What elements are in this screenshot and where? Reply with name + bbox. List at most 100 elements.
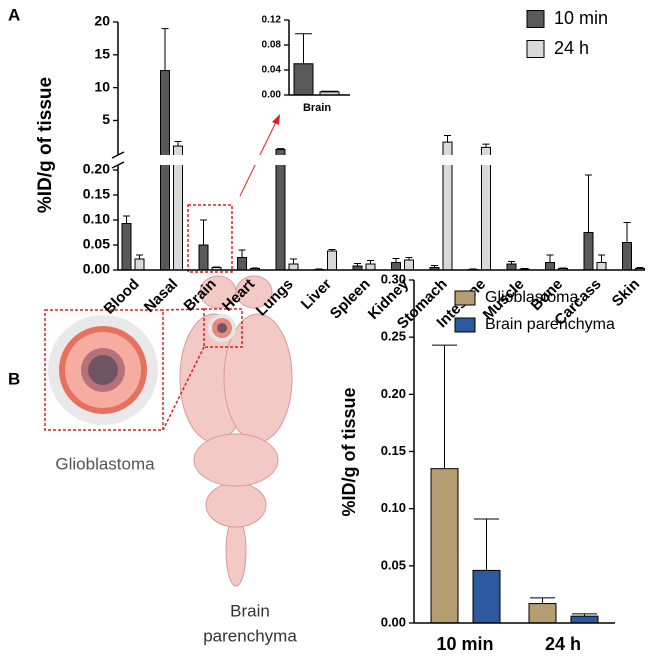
callout-box	[187, 204, 233, 273]
legend-swatch	[526, 40, 545, 58]
error-bar	[474, 518, 499, 571]
error-bar	[238, 249, 246, 258]
y-tick-label: 0.12	[262, 15, 282, 26]
bar	[121, 223, 132, 271]
y-tick-label: 0.10	[83, 211, 110, 227]
bar	[528, 603, 557, 624]
error-bar	[328, 249, 336, 251]
error-bar	[530, 597, 555, 604]
y-axis-label: %ID/g of tissue	[339, 387, 359, 516]
error-bar	[636, 267, 644, 269]
error-bar	[354, 263, 361, 266]
error-bar	[598, 254, 605, 263]
bar	[327, 250, 337, 271]
error-bar	[321, 90, 338, 92]
small-tumor	[208, 314, 236, 342]
error-bar	[174, 140, 182, 147]
axis-break	[108, 155, 645, 165]
y-tick-label: 0.00	[381, 614, 406, 629]
error-bar	[623, 222, 631, 243]
error-bar	[277, 148, 284, 150]
bar	[160, 70, 170, 271]
legend-label: Brain parenchyma	[485, 316, 615, 333]
error-bar	[482, 143, 490, 148]
illustration-label: Glioblastoma	[55, 454, 155, 473]
y-tick-label: 0.15	[83, 186, 110, 202]
error-bar	[290, 258, 297, 264]
bar	[506, 263, 517, 271]
bar	[545, 262, 555, 271]
callout-arrowhead	[272, 114, 280, 125]
y-tick-label: 10	[94, 78, 110, 94]
zoom-box-small	[203, 308, 243, 348]
bar	[391, 262, 401, 271]
zoom-line	[162, 308, 205, 311]
error-bar	[508, 261, 515, 264]
x-tick-label: Brain	[303, 102, 331, 114]
x-tick-label: 10 min	[436, 634, 493, 654]
illustration: Glioblastoma Brain parenchyma	[44, 275, 297, 645]
error-bar	[585, 174, 592, 233]
error-bar	[572, 613, 597, 617]
error-bar	[213, 266, 220, 268]
legend-label: 24 h	[554, 38, 589, 58]
y-tick-label: 0.30	[381, 271, 406, 286]
bar	[288, 263, 299, 271]
error-bar	[392, 258, 400, 263]
legend-label: Glioblastoma	[485, 289, 578, 306]
error-bar	[546, 254, 554, 263]
bar	[472, 569, 501, 624]
bar	[570, 615, 599, 624]
illustration-label: parenchyma	[203, 626, 297, 645]
bar	[365, 263, 376, 271]
legend-swatch	[454, 317, 476, 333]
error-bar	[200, 219, 207, 245]
y-tick-label: 0.10	[381, 500, 406, 515]
illustration-label: Brain	[230, 601, 270, 620]
bar	[596, 262, 607, 271]
y-tick-label: 0.25	[381, 329, 406, 344]
legend-label: 10 min	[554, 8, 608, 28]
error-bar	[161, 28, 169, 71]
y-tick-label: 0.20	[381, 386, 406, 401]
error-bar	[432, 344, 457, 469]
bar	[404, 259, 414, 271]
error-bar	[444, 135, 451, 143]
bar	[430, 468, 459, 624]
bar	[481, 146, 491, 271]
y-axis-label: %ID/g of tissue	[35, 77, 56, 213]
error-bar	[136, 254, 143, 259]
y-tick-label: 0.08	[262, 40, 282, 51]
x-tick-label: Spleen	[327, 276, 374, 323]
y-tick-label: 0.20	[83, 161, 110, 177]
y-tick-label: 0.00	[83, 261, 110, 277]
y-tick-label: 0.00	[262, 90, 282, 101]
legend-swatch	[526, 10, 545, 28]
bar	[237, 257, 247, 271]
bar	[275, 148, 286, 271]
error-bar	[521, 268, 528, 269]
y-tick-label: 15	[94, 46, 110, 62]
x-tick-label: Skin	[609, 276, 643, 310]
error-bar	[295, 33, 312, 64]
y-tick-label: 0.04	[262, 65, 282, 76]
panel-label: B	[8, 369, 20, 388]
brain	[179, 275, 293, 587]
error-bar	[405, 257, 413, 260]
x-tick-label: 24 h	[545, 634, 581, 654]
error-bar	[251, 267, 259, 269]
error-bar	[367, 260, 374, 264]
y-tick-label: 0.05	[83, 236, 110, 252]
zoom-line	[162, 346, 205, 431]
bar	[293, 63, 314, 96]
bar	[134, 258, 145, 271]
error-bar	[123, 215, 130, 224]
bar	[583, 232, 594, 271]
error-bar	[559, 267, 567, 269]
y-tick-label: 5	[102, 111, 110, 127]
y-tick-label: 20	[94, 13, 110, 29]
y-tick-label: 0.05	[381, 557, 406, 572]
panel-label: A	[8, 5, 20, 24]
tumor	[48, 315, 158, 425]
